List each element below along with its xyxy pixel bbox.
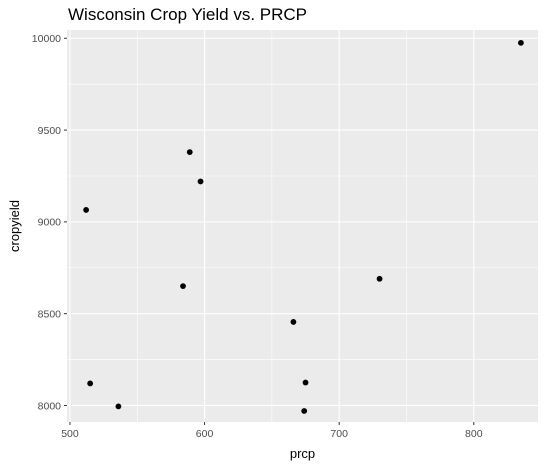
minor-gridlines [67, 30, 538, 422]
data-points [83, 39, 524, 414]
data-point [197, 178, 204, 185]
y-tick-label: 10000 [32, 33, 61, 45]
data-point [302, 379, 309, 386]
y-tick-label: 9500 [38, 125, 62, 137]
data-point [180, 283, 186, 290]
y-axis: 8000 8500 9000 9500 10000 [32, 33, 67, 412]
chart-title: Wisconsin Crop Yield vs. PRCP [68, 5, 307, 24]
data-point [376, 275, 383, 282]
y-tick-label: 8000 [38, 400, 62, 412]
data-point [290, 319, 297, 325]
data-point [115, 403, 122, 410]
major-gridlines [67, 30, 538, 422]
x-tick-label: 700 [330, 428, 348, 440]
y-tick-label: 8500 [38, 308, 62, 320]
data-point [518, 39, 524, 46]
x-axis: 500 600 700 800 [61, 422, 483, 440]
y-tick-label: 9000 [38, 217, 62, 229]
data-point [301, 408, 308, 414]
y-axis-title: cropyield [7, 200, 22, 252]
plot-panel [67, 30, 538, 422]
x-tick-label: 600 [196, 428, 214, 440]
data-point [87, 380, 94, 387]
x-tick-label: 800 [465, 428, 483, 440]
data-point [83, 207, 90, 213]
x-tick-label: 500 [61, 428, 79, 440]
x-axis-title: prcp [290, 446, 315, 461]
data-point [186, 149, 193, 155]
